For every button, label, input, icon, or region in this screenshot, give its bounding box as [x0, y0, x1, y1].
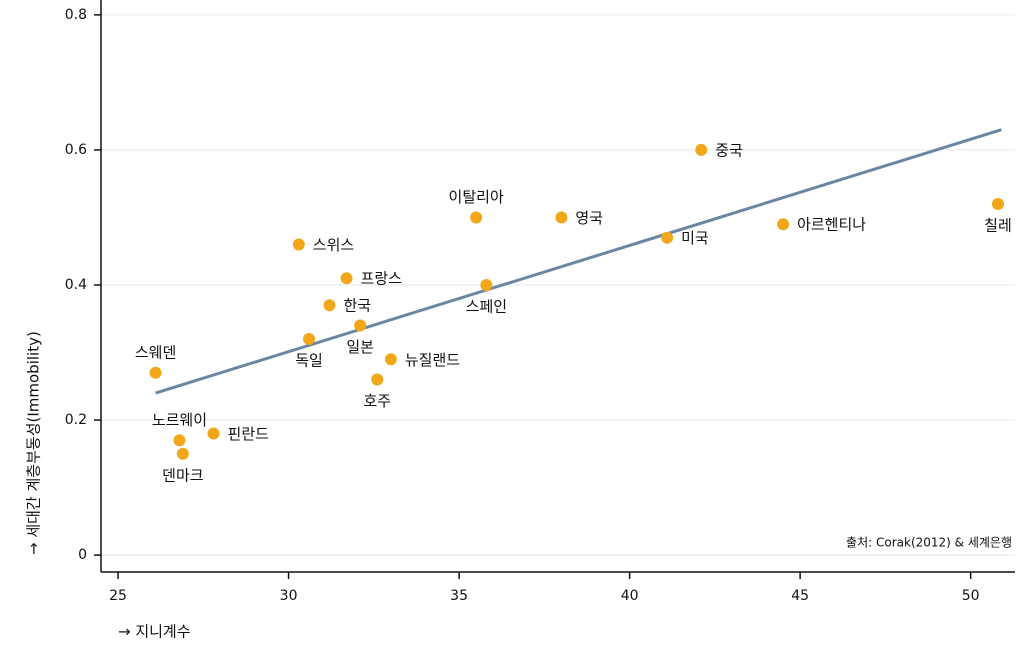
x-tick-label: 25: [109, 588, 127, 604]
point-label: 스페인: [466, 297, 507, 315]
point-label: 일본: [346, 338, 374, 356]
x-tick-label: 45: [791, 588, 809, 604]
point: [292, 238, 305, 251]
point-label: 호주: [363, 392, 391, 410]
y-tick-label: 0.8: [65, 7, 87, 23]
point: [176, 447, 189, 460]
point-label: 이탈리아: [449, 188, 504, 206]
y-tick-label: 0.4: [65, 277, 87, 293]
point: [354, 319, 367, 332]
y-tick-label: 0.2: [65, 412, 87, 428]
y-tick-label: 0.6: [65, 142, 87, 158]
trend-line: [155, 128, 1002, 395]
point: [695, 143, 708, 156]
point: [207, 427, 220, 440]
x-tick-label: 50: [962, 588, 980, 604]
point: [470, 211, 483, 224]
point-label: 핀란드: [228, 425, 270, 443]
x-tick-label: 35: [450, 588, 468, 604]
source-note: 출처: Corak(2012) & 세계은행: [846, 535, 1012, 550]
point-label: 미국: [681, 229, 709, 247]
point: [991, 197, 1004, 210]
point-label: 칠레: [984, 216, 1012, 234]
x-axis-label: → 지니계수: [118, 623, 191, 641]
point: [149, 366, 162, 379]
point-label: 뉴질랜드: [405, 351, 460, 369]
y-axis-label: → 세대간 계층부동성(Immobility): [25, 331, 43, 555]
point: [173, 434, 186, 447]
point: [323, 299, 336, 312]
x-tick-label: 30: [280, 588, 298, 604]
point: [371, 373, 384, 386]
point-label: 중국: [715, 141, 743, 159]
point: [340, 272, 353, 285]
point-label: 노르웨이: [152, 411, 207, 429]
point: [384, 353, 397, 366]
point: [661, 231, 674, 244]
point-label: 스웨덴: [135, 343, 176, 361]
point-label: 한국: [344, 297, 372, 315]
point: [480, 278, 493, 291]
x-tick-label: 40: [621, 588, 639, 604]
point-label: 독일: [295, 352, 323, 370]
point-label: 덴마크: [162, 466, 203, 484]
point-label: 영국: [575, 209, 603, 227]
y-tick-label: 0: [78, 547, 87, 563]
point-label: 아르헨티나: [797, 216, 866, 234]
point: [777, 218, 790, 231]
point-label: 스위스: [313, 236, 355, 254]
point-label: 프랑스: [361, 270, 403, 288]
point: [555, 211, 568, 224]
point: [303, 333, 316, 346]
